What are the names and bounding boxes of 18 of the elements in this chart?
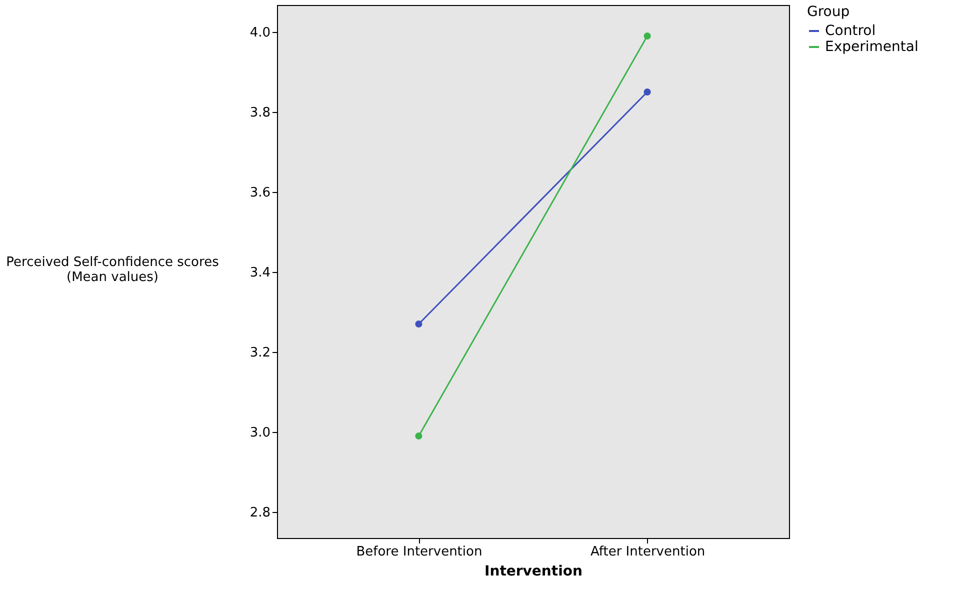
y-tick-label: 3.0 [250, 426, 270, 440]
y-tick-label: 3.6 [250, 186, 270, 200]
y-tick-label: 3.2 [250, 346, 270, 360]
point [415, 432, 422, 440]
y-tick-label: 2.8 [250, 506, 270, 520]
x-tick-label: Before Intervention [356, 544, 482, 560]
point [415, 320, 422, 328]
legend-label: Experimental [825, 39, 918, 55]
point [644, 88, 651, 96]
x-tick-label: After Intervention [590, 544, 706, 560]
y-tick-label: 3.4 [250, 266, 270, 280]
y-axis-title: Perceived Self-confidence scores (Mean values) [6, 255, 220, 285]
legend-title: Group [807, 4, 850, 20]
y-tick-label: 3.8 [250, 106, 270, 120]
legend-label: Control [825, 23, 876, 39]
y-tick-label: 4.0 [250, 26, 270, 40]
x-axis-title: Intervention [484, 564, 582, 580]
point [644, 32, 651, 40]
